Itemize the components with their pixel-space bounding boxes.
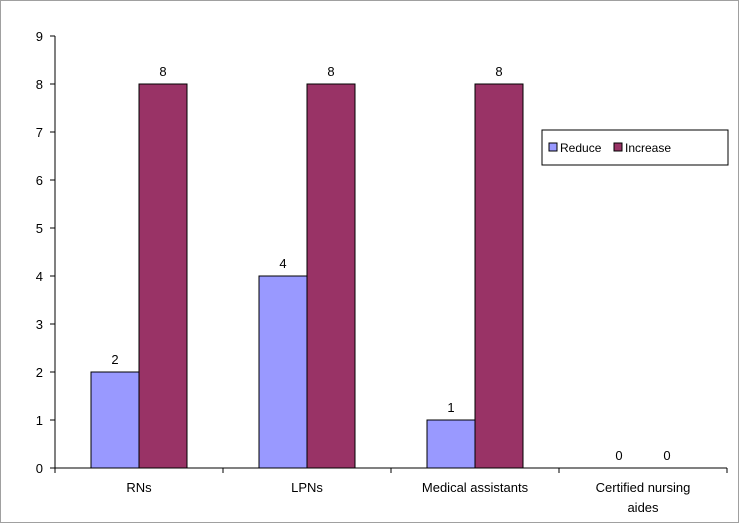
data-labels: 2 8 4 8 1 8 0 0 — [111, 64, 670, 463]
y-tick-label: 2 — [36, 365, 43, 380]
bar-increase — [306, 83, 356, 469]
x-category-label: aides — [627, 500, 659, 515]
y-axis: 0 1 2 3 4 5 6 7 8 9 — [36, 29, 56, 476]
legend-swatch-increase — [613, 142, 623, 152]
y-tick-label: 3 — [36, 317, 43, 332]
y-tick-label: 1 — [36, 413, 43, 428]
data-label: 0 — [615, 448, 622, 463]
data-label: 4 — [279, 256, 286, 271]
legend-label-reduce: Reduce — [560, 141, 602, 155]
legend-swatch-reduce — [548, 142, 558, 152]
data-label: 8 — [495, 64, 502, 79]
bar-reduce — [258, 275, 308, 469]
y-tick-label: 5 — [36, 221, 43, 236]
bars — [90, 83, 524, 469]
data-label: 8 — [159, 64, 166, 79]
legend-label-increase: Increase — [625, 141, 671, 155]
y-tick-label: 4 — [36, 269, 43, 284]
data-label: 8 — [327, 64, 334, 79]
y-tick-label: 9 — [36, 29, 43, 44]
x-category-label: Certified nursing — [596, 480, 691, 495]
data-label: 1 — [447, 400, 454, 415]
legend: Reduce Increase — [541, 129, 729, 166]
x-category-label: RNs — [126, 480, 152, 495]
x-category-label: Medical assistants — [422, 480, 529, 495]
bar-increase — [474, 83, 524, 469]
bar-reduce — [90, 371, 140, 469]
y-tick-label: 0 — [36, 461, 43, 476]
legend-box — [541, 129, 729, 166]
y-tick-label: 6 — [36, 173, 43, 188]
bar-increase — [138, 83, 188, 469]
y-tick-label: 8 — [36, 77, 43, 92]
x-category-label: LPNs — [291, 480, 323, 495]
data-label: 0 — [663, 448, 670, 463]
x-axis: RNs LPNs Medical assistants Certified nursi… — [54, 467, 728, 515]
bar-reduce — [426, 419, 476, 469]
data-label: 2 — [111, 352, 118, 367]
y-tick-label: 7 — [36, 125, 43, 140]
